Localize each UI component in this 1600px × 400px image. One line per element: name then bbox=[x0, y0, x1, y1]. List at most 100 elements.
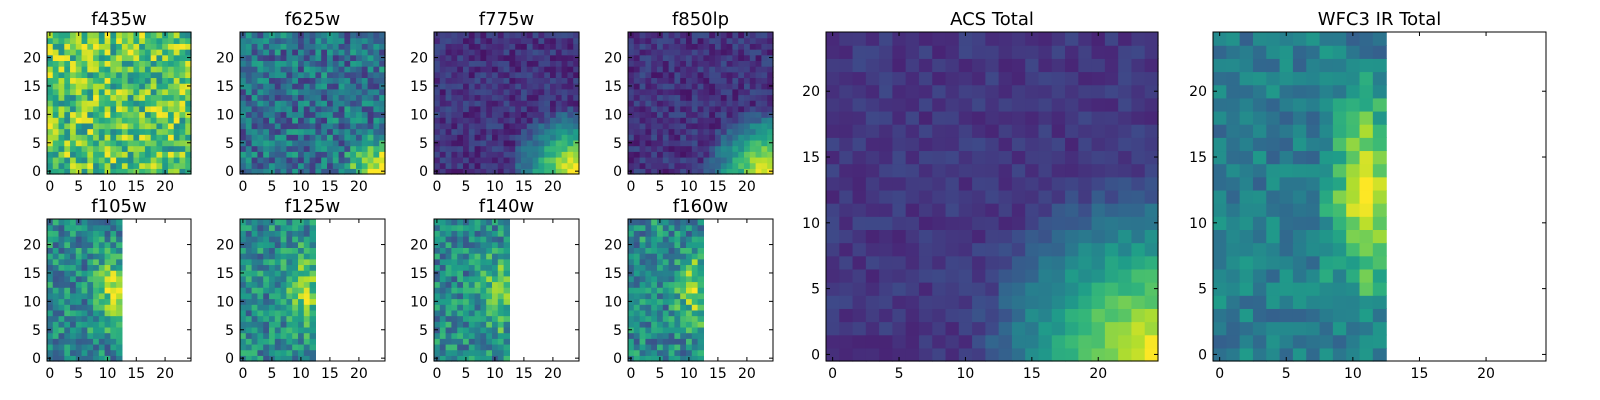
heatmap-cell bbox=[532, 117, 539, 124]
heatmap-cell bbox=[245, 236, 253, 243]
heatmap-cell bbox=[474, 253, 481, 260]
heatmap-cell bbox=[81, 264, 88, 271]
heatmap-cell bbox=[104, 117, 111, 124]
heatmap-cell bbox=[116, 281, 123, 288]
heatmap-cell bbox=[98, 122, 106, 130]
heatmap-cell bbox=[263, 162, 270, 169]
heatmap-cell bbox=[865, 242, 880, 257]
heatmap-cell bbox=[150, 37, 158, 44]
heatmap-cell bbox=[749, 32, 757, 39]
heatmap-cell bbox=[344, 105, 351, 113]
heatmap-cell bbox=[1359, 321, 1374, 336]
heatmap-cell bbox=[292, 332, 299, 339]
heatmap-cell bbox=[367, 139, 374, 147]
heatmap-cell bbox=[538, 32, 545, 39]
x-tick-label: 15 bbox=[127, 179, 145, 195]
heatmap-cell bbox=[703, 134, 710, 141]
heatmap-cell bbox=[985, 189, 1000, 204]
heatmap-cell bbox=[526, 94, 534, 101]
heatmap-cell bbox=[451, 247, 458, 254]
heatmap-cell bbox=[972, 203, 986, 217]
heatmap-cell bbox=[298, 247, 305, 254]
heatmap-cell bbox=[116, 134, 123, 141]
heatmap-cell bbox=[573, 37, 580, 44]
heatmap-cell bbox=[686, 253, 693, 260]
heatmap-cell bbox=[361, 145, 369, 152]
heatmap-cell bbox=[749, 54, 757, 61]
heatmap-cell bbox=[932, 321, 947, 336]
heatmap-cell bbox=[668, 247, 675, 254]
heatmap-cell bbox=[315, 145, 322, 152]
heatmap-cell bbox=[668, 321, 675, 328]
heatmap-cell bbox=[561, 162, 568, 169]
heatmap-cell bbox=[309, 117, 316, 124]
heatmap-cell bbox=[628, 162, 635, 169]
heatmap-cell bbox=[732, 83, 739, 90]
heatmap-cell bbox=[315, 54, 322, 61]
heatmap-cell bbox=[657, 258, 664, 266]
heatmap-cell bbox=[75, 309, 83, 317]
heatmap-cell bbox=[1332, 308, 1347, 323]
heatmap-cell bbox=[645, 134, 652, 141]
heatmap-cell bbox=[1226, 150, 1241, 165]
heatmap-cell bbox=[1319, 321, 1334, 336]
heatmap-cell bbox=[173, 122, 181, 130]
heatmap-cell bbox=[668, 151, 675, 158]
axes-frame bbox=[239, 218, 386, 362]
heatmap-cell bbox=[292, 230, 299, 237]
heatmap-cell bbox=[280, 88, 287, 96]
heatmap-cell bbox=[439, 128, 447, 135]
heatmap-cell bbox=[1104, 45, 1119, 59]
heatmap-cell bbox=[744, 83, 751, 90]
heatmap-cell bbox=[286, 94, 293, 101]
heatmap-cell bbox=[492, 236, 499, 243]
panel-title: f625w bbox=[285, 9, 340, 30]
heatmap-cell bbox=[703, 122, 710, 130]
y-tick-label: 20 bbox=[410, 238, 428, 254]
heatmap-cell bbox=[81, 326, 88, 334]
heatmap-cell bbox=[104, 241, 111, 248]
heatmap-cell bbox=[251, 128, 258, 135]
heatmap-cell bbox=[497, 253, 505, 260]
heatmap-cell bbox=[1104, 58, 1119, 73]
heatmap-cell bbox=[749, 145, 757, 152]
heatmap-cell bbox=[451, 270, 458, 277]
heatmap-cell bbox=[104, 88, 111, 96]
heatmap-cell bbox=[303, 54, 311, 61]
heatmap-cell bbox=[998, 268, 1013, 283]
heatmap-cell bbox=[1359, 268, 1374, 283]
heatmap-cell bbox=[1279, 176, 1294, 191]
heatmap-cell bbox=[932, 216, 947, 230]
heatmap-cell bbox=[58, 134, 65, 141]
heatmap-cell bbox=[709, 60, 716, 67]
heatmap-cell bbox=[567, 168, 574, 175]
heatmap-cell bbox=[550, 105, 557, 113]
y-tick-label: 20 bbox=[802, 84, 820, 100]
heatmap-cell bbox=[298, 258, 305, 266]
heatmap-cell bbox=[674, 230, 681, 237]
heatmap-cell bbox=[356, 151, 363, 158]
heatmap-cell bbox=[87, 162, 94, 169]
heatmap-cell bbox=[162, 134, 169, 141]
heatmap-cell bbox=[263, 122, 270, 130]
heatmap-cell bbox=[657, 100, 664, 107]
heatmap-cell bbox=[457, 60, 464, 67]
heatmap-cell bbox=[521, 151, 528, 158]
x-tick-label: 5 bbox=[655, 179, 664, 195]
heatmap-cell bbox=[327, 60, 334, 67]
heatmap-cell bbox=[480, 111, 487, 118]
heatmap-cell bbox=[480, 66, 487, 73]
heatmap-cell bbox=[726, 88, 733, 96]
heatmap-cell bbox=[633, 83, 641, 90]
heatmap-cell bbox=[645, 315, 652, 322]
heatmap-cell bbox=[486, 83, 493, 90]
x-tick-label: 5 bbox=[461, 366, 470, 382]
heatmap-cell bbox=[726, 145, 733, 152]
heatmap-cell bbox=[309, 241, 316, 248]
heatmap-cell bbox=[240, 230, 247, 237]
heatmap-cell bbox=[865, 229, 880, 244]
heatmap-cell bbox=[1372, 176, 1387, 191]
heatmap-cell bbox=[1332, 203, 1347, 217]
heatmap-cell bbox=[1292, 110, 1307, 125]
